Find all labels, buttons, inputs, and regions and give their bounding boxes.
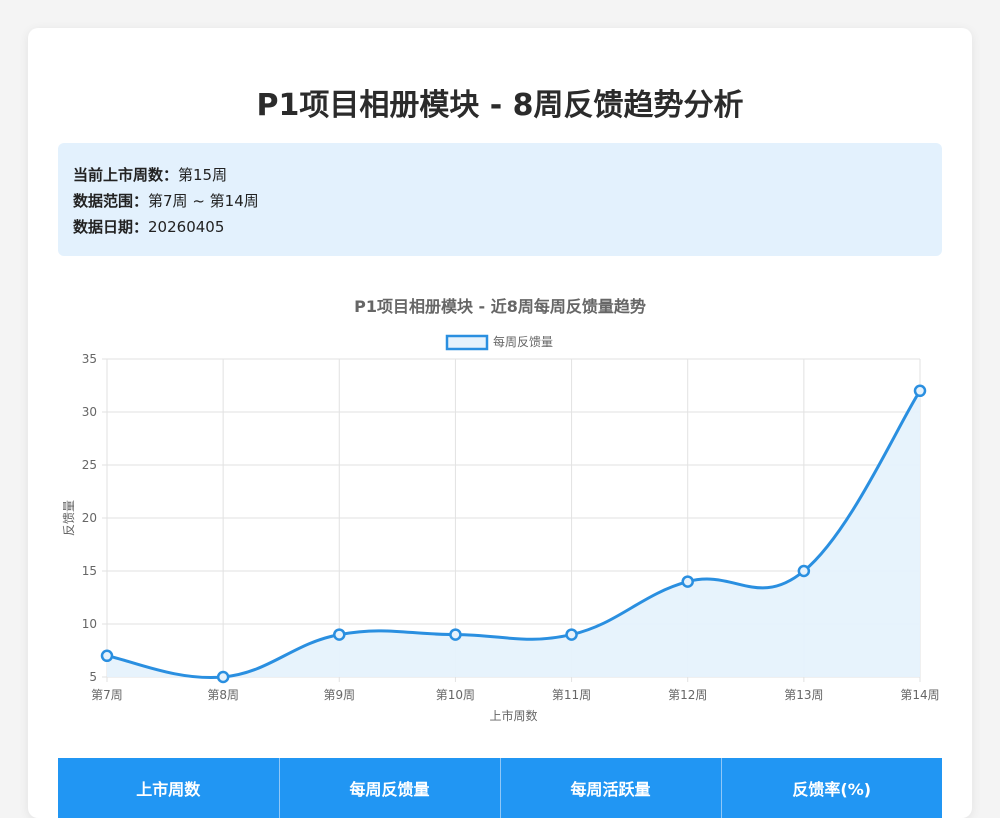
info-row-current-week: 当前上市周数：第15周 (73, 164, 227, 185)
data-point (565, 628, 578, 641)
info-box: 当前上市周数：第15周 数据范围：第7周 ~ 第14周 数据日期：2026040… (58, 143, 942, 256)
x-tick-label: 第14周 (900, 688, 939, 702)
x-axis-label: 上市周数 (489, 708, 537, 723)
legend-label: 每周反馈量 (493, 334, 553, 349)
x-tick-label: 第12周 (668, 688, 707, 702)
data-point (100, 649, 114, 663)
data-point (216, 670, 230, 684)
y-axis-label: 反馈量 (62, 500, 76, 536)
table-header-cell: 每周反馈量 (279, 758, 501, 818)
table-header-cell: 反馈率(%) (721, 758, 942, 818)
y-tick-label: 20 (82, 511, 97, 525)
data-table: 上市周数 每周反馈量 每周活跃量 反馈率(%) (58, 758, 942, 818)
series-area-fill (107, 390, 920, 678)
data-point (913, 384, 927, 398)
legend-swatch (445, 334, 489, 351)
table-header-cell: 每周活跃量 (500, 758, 722, 818)
data-point (797, 564, 811, 578)
data-point (449, 628, 462, 641)
x-tick-label: 第9周 (323, 688, 355, 702)
x-tick-label: 第13周 (784, 688, 823, 702)
y-tick-label: 25 (82, 458, 97, 472)
y-tick-label: 30 (82, 405, 97, 419)
table-header-row: 上市周数 每周反馈量 每周活跃量 反馈率(%) (58, 758, 942, 818)
info-value: 20260405 (148, 218, 225, 236)
table-header-cell: 上市周数 (58, 758, 280, 818)
info-row-data-date: 数据日期：20260405 (73, 216, 224, 237)
y-tick-label: 35 (82, 352, 97, 366)
y-tick-label: 5 (89, 670, 97, 684)
x-tick-label: 第7周 (91, 688, 123, 702)
data-point (333, 628, 346, 641)
info-value: 第7周 ~ 第14周 (148, 192, 259, 210)
x-tick-label: 第8周 (207, 688, 239, 702)
x-tick-label: 第10周 (436, 688, 475, 702)
info-key: 数据日期： (73, 218, 149, 236)
page-title: P1项目相册模块 - 8周反馈趋势分析 (256, 88, 744, 123)
data-point (681, 575, 694, 588)
info-key: 数据范围： (73, 192, 149, 210)
info-value: 第15周 (178, 166, 228, 184)
info-row-data-range: 数据范围：第7周 ~ 第14周 (73, 190, 259, 211)
chart-title: P1项目相册模块 - 近8周每周反馈量趋势 (354, 297, 646, 316)
y-tick-label: 10 (82, 617, 97, 631)
x-tick-label: 第11周 (552, 688, 591, 702)
chart-container: P1项目相册模块 - 近8周每周反馈量趋势每周反馈量 5 10 15 20 25 30 35 第… (62, 297, 940, 723)
info-key: 当前上市周数： (73, 166, 179, 184)
y-tick-label: 15 (82, 564, 97, 578)
